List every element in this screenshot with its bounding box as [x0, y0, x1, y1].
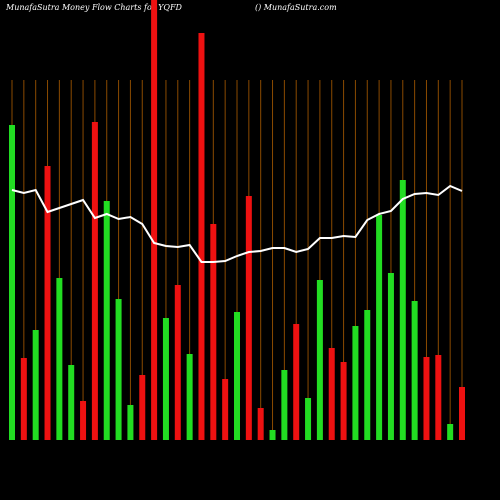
bar	[435, 355, 442, 440]
bar	[174, 285, 181, 440]
bar	[328, 348, 335, 440]
bar	[186, 354, 193, 440]
bar	[103, 201, 110, 440]
bar	[316, 280, 323, 440]
bar	[376, 215, 383, 440]
bar	[340, 362, 347, 440]
bar	[9, 125, 15, 440]
bar	[198, 33, 205, 440]
bar	[245, 196, 252, 440]
bar	[269, 430, 276, 440]
bar	[281, 370, 288, 440]
bar	[257, 408, 264, 440]
bar	[447, 424, 454, 440]
chart-title: MunafaSutra Money Flow Charts for YQFD	[5, 3, 183, 12]
bar	[80, 401, 87, 440]
bar	[139, 375, 146, 440]
bar	[352, 326, 359, 440]
bar	[32, 330, 39, 440]
bar	[364, 310, 371, 440]
chart-subtitle: () MunafaSutra.com	[255, 3, 337, 12]
bar	[68, 365, 75, 440]
bar	[127, 405, 134, 440]
bar	[20, 358, 27, 440]
bar	[411, 301, 418, 440]
bar	[234, 312, 240, 440]
bar	[56, 278, 63, 440]
bar	[162, 318, 169, 440]
bar	[305, 398, 312, 440]
price-line	[11, 184, 463, 263]
bar	[423, 357, 430, 440]
bar	[387, 273, 394, 440]
bar	[115, 299, 122, 440]
bar	[399, 180, 406, 440]
bar	[293, 324, 300, 440]
bar	[44, 166, 51, 440]
bar	[222, 379, 229, 440]
bar	[151, 0, 158, 440]
bar	[91, 122, 98, 440]
bar	[459, 387, 465, 440]
bar	[210, 224, 217, 440]
